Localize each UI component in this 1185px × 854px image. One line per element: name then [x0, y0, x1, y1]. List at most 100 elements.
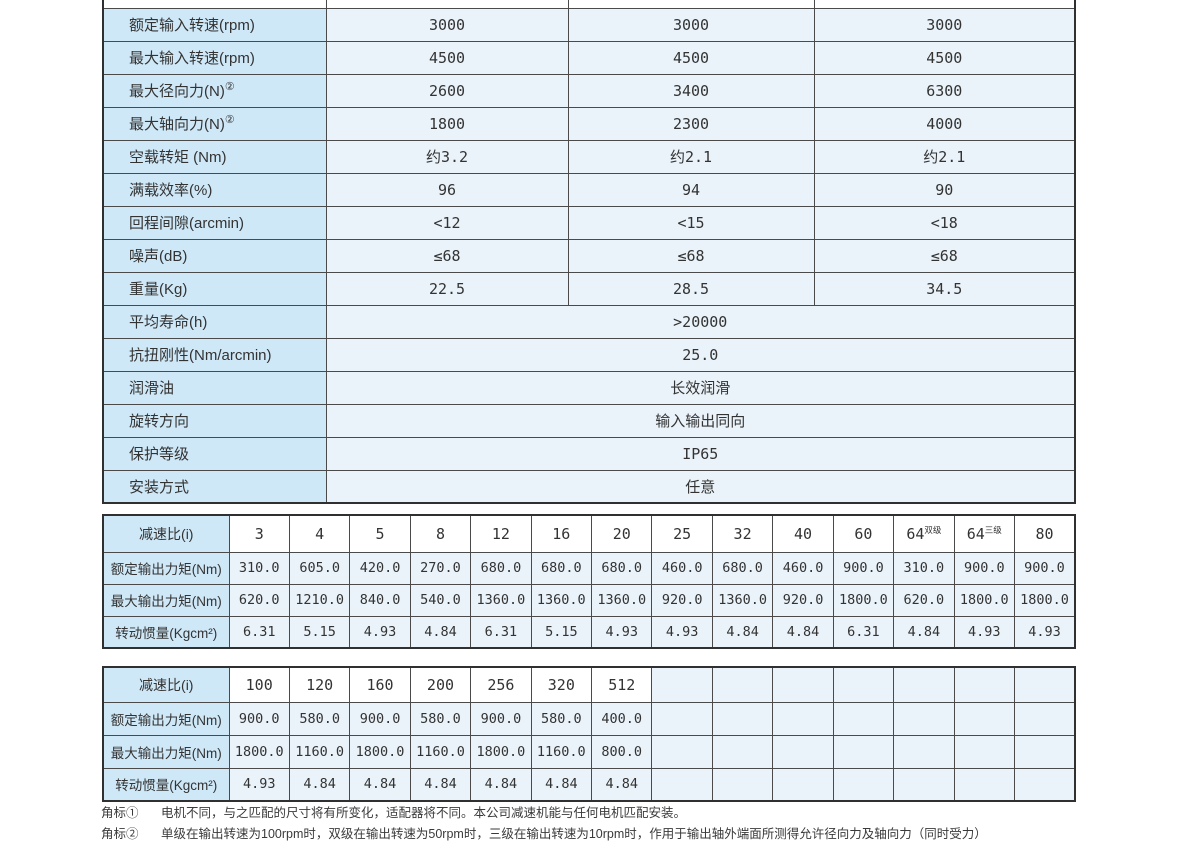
- ratio-value: 4.93: [349, 615, 411, 649]
- ratio-value: 4.84: [772, 615, 834, 649]
- footnote-1: 角标① 电机不同，与之匹配的尺寸将有所变化，适配器将不同。本公司减速机能与任何电机…: [101, 803, 987, 824]
- ratio-value: 840.0: [349, 583, 411, 617]
- ratio-header-cell: 160: [349, 666, 411, 703]
- ratio-value: 1800.0: [470, 734, 532, 769]
- ratio-value: 420.0: [349, 551, 411, 585]
- spec-value: 4500: [325, 40, 569, 75]
- spec-value-merged: 输入输出同向: [325, 403, 1076, 438]
- ratio-value: 680.0: [591, 551, 653, 585]
- ratio-value: 900.0: [470, 701, 532, 736]
- ratio-value-empty: [711, 734, 774, 769]
- ratio-data-row: 转动惯量(Kgcm²) 4.93 4.84 4.84 4.84 4.84 4.8…: [102, 767, 1076, 802]
- ratio-row-label: 额定输出力矩(Nm): [102, 701, 230, 736]
- spec-row: 回程间隙(arcmin) <12 <15 <18: [102, 205, 1076, 240]
- ratio-value: 540.0: [409, 583, 472, 617]
- ratio-value: 4.93: [591, 615, 653, 649]
- ratio-value: 400.0: [591, 701, 653, 736]
- spec-value: 3400: [567, 73, 815, 108]
- ratio-value: 920.0: [651, 583, 713, 617]
- ratio-header-cell: 3: [228, 514, 290, 553]
- ratio-value: 4.84: [591, 767, 653, 802]
- ratio-header-cell-empty: [711, 666, 774, 703]
- ratio-value: 800.0: [591, 734, 653, 769]
- spec-value: 3000: [567, 7, 815, 42]
- footnote-text: 电机不同，与之匹配的尺寸将有所变化，适配器将不同。本公司减速机能与任何电机匹配安…: [161, 806, 687, 820]
- spec-row: 额定输入转速(rpm) 3000 3000 3000: [102, 7, 1076, 42]
- spec-row: 润滑油 长效润滑: [102, 370, 1076, 405]
- spec-row: 重量(Kg) 22.5 28.5 34.5: [102, 271, 1076, 306]
- ratio-value: 6.31: [470, 615, 532, 649]
- ratio-header-cell: 200: [409, 666, 472, 703]
- ratio-value-empty: [651, 767, 713, 802]
- ratio-header-row: 减速比(i) 3 4 5 8 12 16 20 25 32 40 60 64双级…: [102, 514, 1076, 553]
- ratio-header-row: 减速比(i) 100 120 160 200 256 320 512: [102, 666, 1076, 703]
- ratio-header-cell: 32: [711, 514, 774, 553]
- ratio-value: 1800.0: [953, 583, 1015, 617]
- specifications-table: 额定输入转速(rpm) 3000 3000 3000 最大输入转速(rpm) 4…: [102, 0, 1076, 504]
- ratio-value-empty: [953, 734, 1015, 769]
- table-top-partial-row: [102, 0, 1076, 9]
- spec-label: 最大轴向力(N)②: [102, 106, 327, 141]
- ratio-value: 310.0: [893, 551, 955, 585]
- ratio-header-cell-empty: [832, 666, 895, 703]
- footnote-2: 角标② 单级在输出转速为100rpm时，双级在输出转速为50rpm时，三级在输出转…: [101, 824, 987, 845]
- ratio-header-cell: 20: [591, 514, 653, 553]
- spec-value: ≤68: [325, 238, 569, 273]
- spec-value-merged: IP65: [325, 436, 1076, 471]
- spec-value: 4000: [813, 106, 1076, 141]
- spec-label: 重量(Kg): [102, 271, 327, 306]
- ratio-value: 680.0: [470, 551, 532, 585]
- ratio-value-empty: [651, 701, 713, 736]
- ratio-header-cell: 25: [651, 514, 713, 553]
- ratio-value: 1800.0: [832, 583, 895, 617]
- ratio-value: 460.0: [651, 551, 713, 585]
- spec-value-merged: 25.0: [325, 337, 1076, 372]
- ratio-value: 680.0: [530, 551, 593, 585]
- ratio-value: 4.93: [1013, 615, 1076, 649]
- spec-row: 安装方式 任意: [102, 469, 1076, 504]
- ratio-value: 1210.0: [288, 583, 351, 617]
- spec-label: 满载效率(%): [102, 172, 327, 207]
- spec-value: <18: [813, 205, 1076, 240]
- partial-cell: [567, 0, 815, 9]
- spec-row: 保护等级 IP65: [102, 436, 1076, 471]
- ratio-header-cell-empty: [772, 666, 834, 703]
- ratio-value: 1360.0: [591, 583, 653, 617]
- spec-label: 保护等级: [102, 436, 327, 471]
- spec-value: <12: [325, 205, 569, 240]
- spec-label: 润滑油: [102, 370, 327, 405]
- spec-value: 28.5: [567, 271, 815, 306]
- ratio-value-empty: [772, 734, 834, 769]
- ratio-value: 580.0: [530, 701, 593, 736]
- ratio-value: 580.0: [288, 701, 351, 736]
- ratio-corner-label: 减速比(i): [102, 514, 230, 553]
- spec-label: 回程间隙(arcmin): [102, 205, 327, 240]
- ratio-value: 605.0: [288, 551, 351, 585]
- ratio-value: 900.0: [832, 551, 895, 585]
- ratio-value: 620.0: [893, 583, 955, 617]
- ratio-value-empty: [832, 734, 895, 769]
- spec-value: 90: [813, 172, 1076, 207]
- ratio-row-label: 转动惯量(Kgcm²): [102, 615, 230, 649]
- spec-value: <15: [567, 205, 815, 240]
- ratio-value-empty: [893, 767, 955, 802]
- ratio-header-cell: 320: [530, 666, 593, 703]
- ratio-value: 900.0: [1013, 551, 1076, 585]
- ratio-header-cell: 80: [1013, 514, 1076, 553]
- ratio-row-label: 额定输出力矩(Nm): [102, 551, 230, 585]
- spec-value-merged: >20000: [325, 304, 1076, 339]
- footnote-ref-icon: ②: [224, 81, 235, 93]
- ratio-value: 5.15: [288, 615, 351, 649]
- ratio-value: 620.0: [228, 583, 290, 617]
- ratio-value: 4.84: [349, 767, 411, 802]
- ratio-value: 1800.0: [349, 734, 411, 769]
- ratio-header-cell: 64双级: [893, 514, 955, 553]
- ratio-value: 1800.0: [1013, 583, 1076, 617]
- ratio-value: 6.31: [228, 615, 290, 649]
- spec-value: ≤68: [567, 238, 815, 273]
- ratio-value: 4.93: [651, 615, 713, 649]
- ratio-value: 900.0: [228, 701, 290, 736]
- spec-value: 4500: [567, 40, 815, 75]
- ratio-header-cell: 8: [409, 514, 472, 553]
